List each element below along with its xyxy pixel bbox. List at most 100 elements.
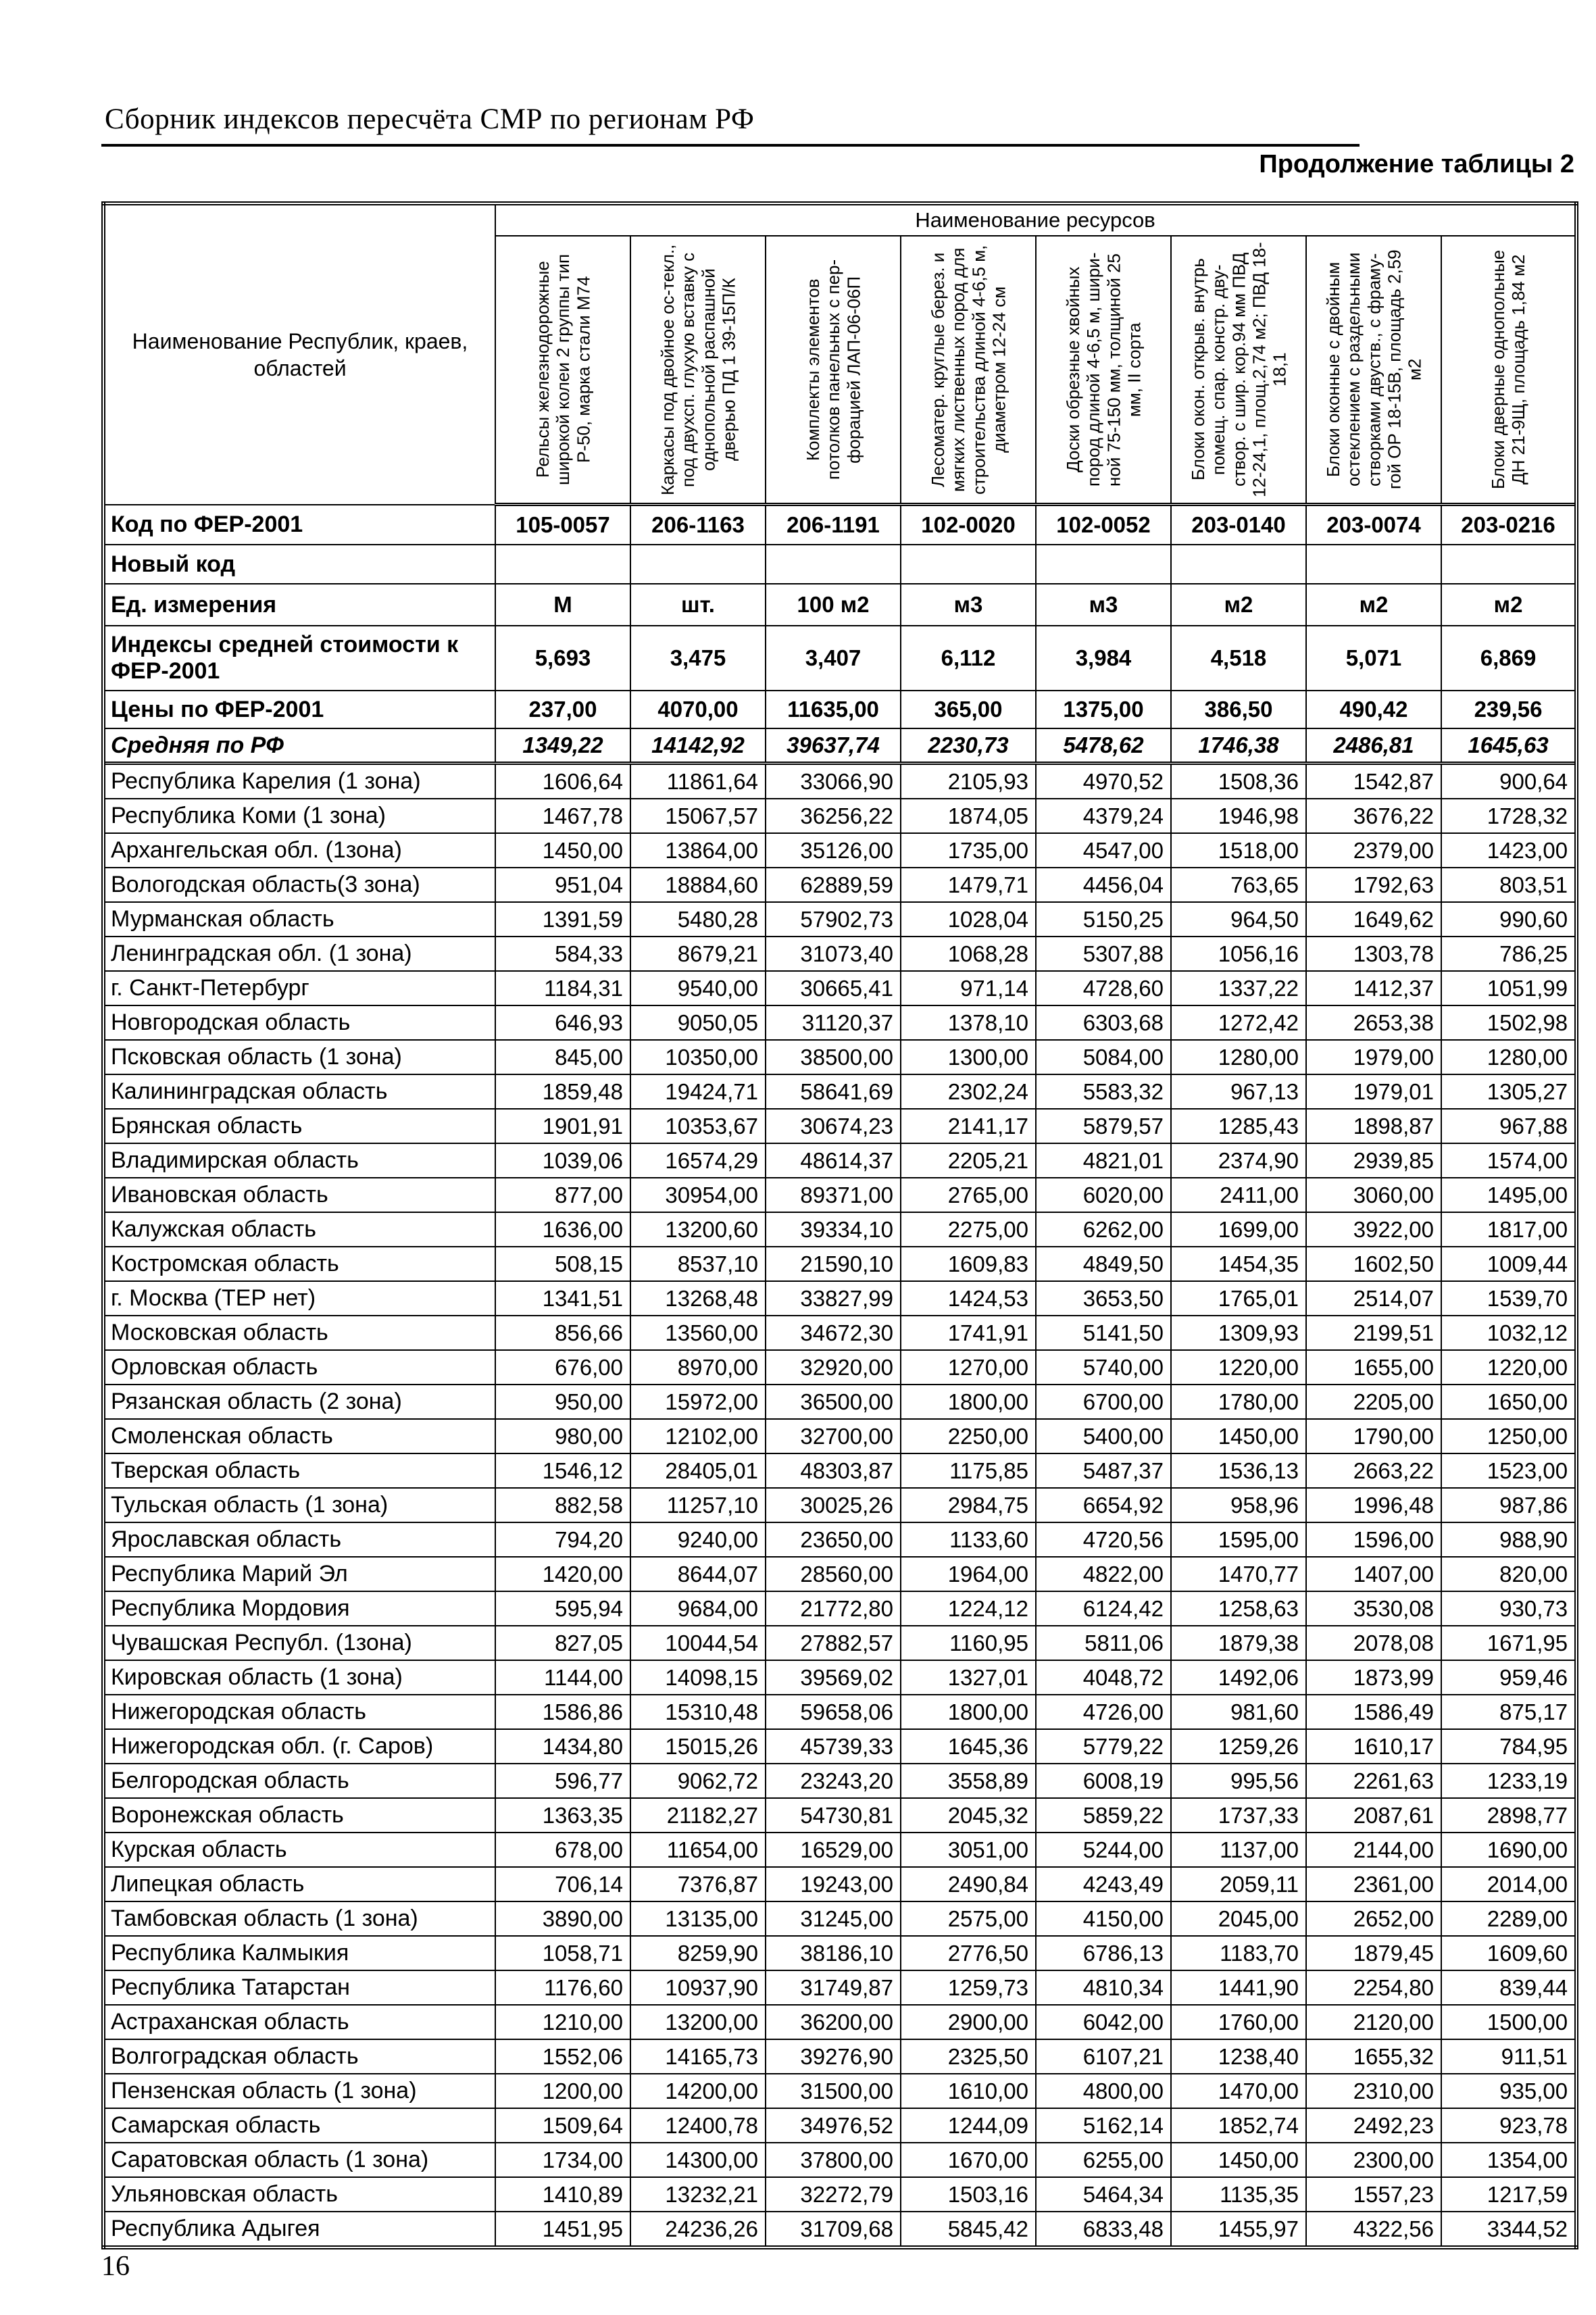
cell-value: 4810,34 (1035, 1970, 1172, 2006)
row-label: Новый код (103, 544, 496, 584)
cell-value: 1455,97 (1170, 2211, 1307, 2248)
cell-value: 3558,89 (900, 1763, 1037, 1799)
table-caption: Продолжение таблицы 2 (1259, 150, 1574, 178)
row-label: Смоленская область (103, 1418, 496, 1454)
cell-value: 54730,81 (765, 1797, 901, 1833)
cell-value: 1200,00 (495, 2073, 631, 2109)
cell-value: 1451,95 (495, 2211, 631, 2248)
cell-value: 4322,56 (1305, 2211, 1442, 2248)
cell-value: 2300,00 (1305, 2142, 1442, 2178)
cell-value: 39276,90 (765, 2039, 901, 2074)
row-label: Московская область (103, 1315, 496, 1351)
row-label: Рязанская область (2 зона) (103, 1384, 496, 1420)
row-label: Республика Коми (1 зона) (103, 798, 496, 834)
cell-value: 2900,00 (900, 2004, 1037, 2040)
cell-value: 35126,00 (765, 832, 901, 868)
cell-value: 988,90 (1440, 1522, 1578, 1558)
cell-value: 3051,00 (900, 1832, 1037, 1868)
cell-value: 30665,41 (765, 970, 901, 1006)
page-number: 16 (101, 2251, 130, 2282)
row-label: г. Санкт-Петербург (103, 970, 496, 1006)
cell-value: 646,93 (495, 1005, 631, 1041)
cell-value: 1137,00 (1170, 1832, 1307, 1868)
cell-value: 4547,00 (1035, 832, 1172, 868)
cell-value: 1220,00 (1170, 1349, 1307, 1385)
cell-value: 3,407 (765, 625, 901, 691)
cell-value: 9050,05 (630, 1005, 766, 1041)
cell-value: 1407,00 (1305, 1556, 1442, 1592)
cell-value: 3,475 (630, 625, 766, 691)
cell-value: 11257,10 (630, 1487, 766, 1523)
cell-value: 38500,00 (765, 1039, 901, 1075)
cell-value: 1412,37 (1305, 970, 1442, 1006)
cell-value: 4379,24 (1035, 798, 1172, 834)
cell-value: 958,96 (1170, 1487, 1307, 1523)
row-label: Ярославская область (103, 1522, 496, 1558)
cell-value: 1470,77 (1170, 1556, 1307, 1592)
region-row: Новгородская область 646,93 9050,05 31120,3… (103, 1005, 1578, 1041)
row-label: Брянская область (103, 1108, 496, 1144)
cell-value: 14300,00 (630, 2142, 766, 2178)
cell-value: 5859,22 (1035, 1797, 1172, 1833)
row-label: Республика Мордовия (103, 1591, 496, 1626)
row-label: Костромская область (103, 1246, 496, 1282)
cell-value: 1690,00 (1440, 1832, 1578, 1868)
cell-value: 2411,00 (1170, 1177, 1307, 1213)
cell-value: 595,94 (495, 1591, 631, 1626)
region-row: Ульяновская область 1410,89 13232,21 32272,… (103, 2176, 1578, 2212)
region-row: Вологодская область(3 зона) 951,04 18884,6… (103, 867, 1578, 903)
cell-value: 856,66 (495, 1315, 631, 1351)
cell-value: 28560,00 (765, 1556, 901, 1592)
region-row: Ленинградская обл. (1 зона) 584,33 8679,21… (103, 936, 1578, 972)
cell-value: 877,00 (495, 1177, 631, 1213)
cell-value: 6255,00 (1035, 2142, 1172, 2178)
cell-value: 1606,64 (495, 762, 631, 799)
cell-value: 14200,00 (630, 2073, 766, 2109)
region-row: Нижегородская область 1586,86 15310,48 5965… (103, 1694, 1578, 1730)
cell-value: 1349,22 (495, 728, 631, 765)
cell-value: 923,78 (1440, 2108, 1578, 2143)
cell-value: 34976,52 (765, 2108, 901, 2143)
cell-value: 31709,68 (765, 2211, 901, 2248)
cell-value: 4,518 (1170, 625, 1307, 691)
cell-value: 1979,00 (1305, 1039, 1442, 1075)
cell-value: 1610,00 (900, 2073, 1037, 2109)
cell-value: 967,88 (1440, 1108, 1578, 1144)
cell-value: 2199,51 (1305, 1315, 1442, 1351)
cell-value: 48614,37 (765, 1143, 901, 1178)
cell-value: 13135,00 (630, 1901, 766, 1937)
region-row: Белгородская область 596,77 9062,72 23243,2… (103, 1763, 1578, 1799)
cell-value: 2250,00 (900, 1418, 1037, 1454)
cell-value: 1552,06 (495, 2039, 631, 2074)
region-row: Калининградская область 1859,48 19424,71 58… (103, 1074, 1578, 1110)
cell-value: 5162,14 (1035, 2108, 1172, 2143)
cell-value: 1649,62 (1305, 901, 1442, 937)
cell-value: 959,46 (1440, 1660, 1578, 1695)
cell-value: 1746,38 (1170, 728, 1307, 765)
cell-value: 365,00 (900, 690, 1037, 729)
region-row: Республика Коми (1 зона) 1467,78 15067,57 3… (103, 798, 1578, 834)
cell-value: 1609,60 (1440, 1935, 1578, 1971)
cell-value: 2361,00 (1305, 1866, 1442, 1902)
cell-value: 1636,00 (495, 1212, 631, 1247)
cell-value: 37800,00 (765, 2142, 901, 2178)
cell-value: 584,33 (495, 936, 631, 972)
cell-value: 2045,32 (900, 1797, 1037, 1833)
cell-value: 900,64 (1440, 762, 1578, 799)
row-label: Республика Карелия (1 зона) (103, 762, 496, 799)
cell-value: 1508,36 (1170, 762, 1307, 799)
cell-value: 1792,63 (1305, 867, 1442, 903)
cell-value: 1800,00 (900, 1694, 1037, 1730)
cell-value: 23243,20 (765, 1763, 901, 1799)
cell-value: 678,00 (495, 1832, 631, 1868)
cell-value: 6042,00 (1035, 2004, 1172, 2040)
cell-value: 15015,26 (630, 1728, 766, 1764)
cell-value: 1879,38 (1170, 1625, 1307, 1661)
row-label: Нижегородская обл. (г. Саров) (103, 1728, 496, 1764)
cell-value: 1874,05 (900, 798, 1037, 834)
cell-value: 1586,49 (1305, 1694, 1442, 1730)
cell-value: 2289,00 (1440, 1901, 1578, 1937)
cell-value: 11635,00 (765, 690, 901, 729)
cell-value: 1341,51 (495, 1280, 631, 1316)
